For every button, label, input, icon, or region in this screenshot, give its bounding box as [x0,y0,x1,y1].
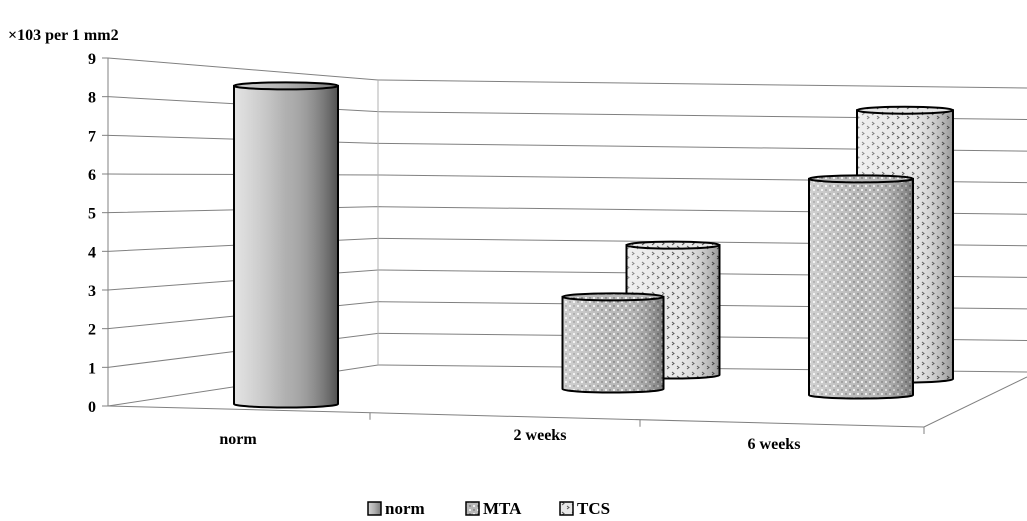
y-tick-label: 9 [88,51,96,68]
category-label: norm [219,431,257,448]
legend-label: TCS [577,499,610,518]
legend-swatch [559,501,574,516]
bars [233,81,954,409]
y-tick-label: 3 [88,283,96,300]
category-label: 2 weeks [514,427,567,444]
bar-mta [561,292,665,394]
y-tick-label: 2 [88,322,96,339]
category-labels: norm 2 weeks 6 weeks [219,427,800,453]
legend: norm MTA TCS [367,499,610,518]
legend-label: MTA [483,499,522,518]
y-tick-label: 7 [88,128,96,145]
legend-label: norm [385,499,425,518]
y-tick-labels: 0 1 2 3 4 5 6 7 8 9 [88,51,96,416]
y-unit-label: ×103 per 1 mm2 [8,27,119,44]
bar-mta [808,174,914,400]
legend-swatch [465,501,480,516]
y-tick-label: 6 [88,167,96,184]
y-tick-label: 5 [88,206,96,223]
y-tick-label: 8 [88,90,96,107]
axes [102,57,1027,434]
category-label: 6 weeks [748,436,801,453]
bar-norm [233,81,339,409]
y-tick-label: 0 [88,399,96,416]
y-tick-label: 4 [88,244,96,261]
legend-swatch [367,501,382,516]
y-tick-label: 1 [88,360,96,377]
